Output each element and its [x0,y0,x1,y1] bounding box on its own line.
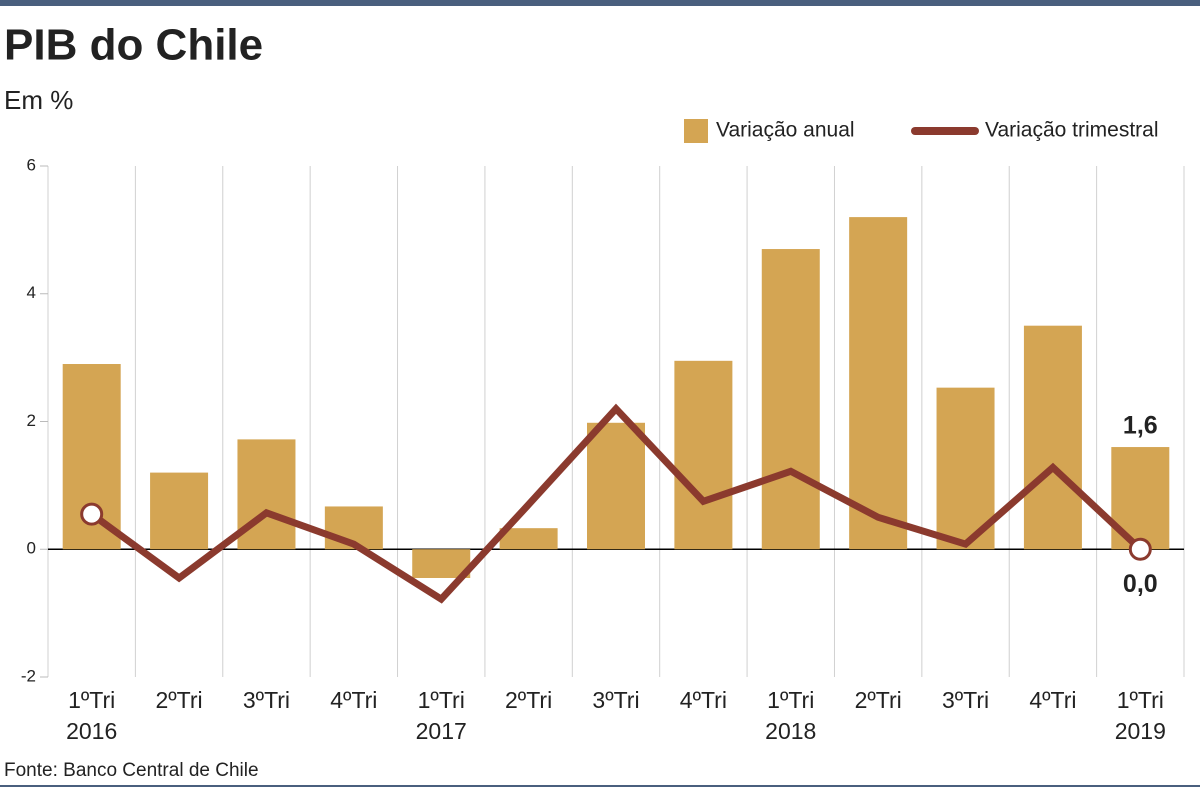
line-value-label: 0,0 [1123,570,1158,598]
x-tick-label: 3ºTri [243,687,290,713]
x-tick-label: 3ºTri [592,687,639,713]
x-tick-label: 4ºTri [1029,687,1076,713]
x-tick-label: 3ºTri [942,687,989,713]
top-bar [0,0,1200,6]
x-year-label: 2016 [66,718,117,744]
y-tick-label: -2 [21,666,36,685]
line-marker [1128,537,1152,561]
bar [1023,325,1082,550]
x-tick-label: 2ºTri [155,687,202,713]
legend-label: Variação anual [716,119,855,142]
y-tick-label: 6 [27,155,36,174]
x-tick-label: 1ºTri [767,687,814,713]
bar [150,472,209,550]
bar-value-label: 1,6 [1123,412,1158,440]
x-tick-label: 2ºTri [855,687,902,713]
x-tick-label: 1ºTri [68,687,115,713]
bar [237,439,296,550]
bar [761,249,820,550]
x-tick-label: 1ºTri [418,687,465,713]
line [89,403,1143,604]
bar [674,360,733,550]
bar [936,387,995,550]
legend-swatch [684,119,708,143]
bar [587,422,645,550]
x-tick-label: 4ºTri [330,687,377,713]
bar [849,217,908,550]
chart-subtitle: Em % [4,85,73,115]
x-tick-label: 4ºTri [680,687,727,713]
legend-label: Variação trimestral [985,119,1159,142]
x-tick-label: 2ºTri [505,687,552,713]
y-tick-label: 0 [27,539,36,558]
source: Fonte: Banco Central de Chile [4,760,259,781]
y-tick-label: 4 [27,283,36,302]
x-year-label: 2017 [416,718,467,744]
bar [499,528,558,550]
chart-title: PIB do Chile [4,21,263,70]
x-year-label: 2019 [1115,718,1166,744]
x-tick-label: 1ºTri [1117,687,1164,713]
y-tick-label: 2 [27,411,36,430]
x-year-label: 2018 [765,718,816,744]
line-marker [80,502,104,526]
